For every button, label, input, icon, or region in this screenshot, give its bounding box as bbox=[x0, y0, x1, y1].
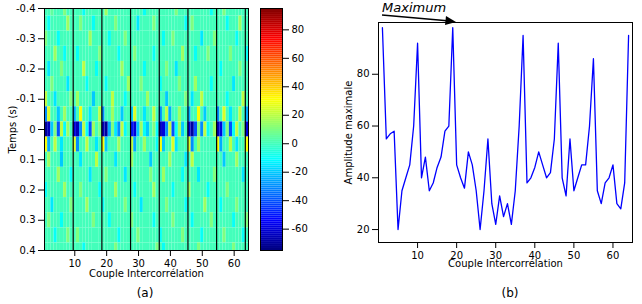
svg-text:40: 40 bbox=[164, 257, 177, 269]
svg-text:60: 60 bbox=[607, 250, 620, 261]
svg-text:20: 20 bbox=[292, 109, 305, 120]
svg-text:20: 20 bbox=[100, 257, 113, 269]
svg-text:-0.2: -0.2 bbox=[16, 63, 36, 74]
svg-text:-0.4: -0.4 bbox=[16, 3, 36, 14]
svg-text:30: 30 bbox=[489, 249, 503, 261]
svg-text:40: 40 bbox=[292, 81, 305, 92]
svg-text:Couple Intercorrélation: Couple Intercorrélation bbox=[448, 258, 563, 269]
svg-text:20: 20 bbox=[357, 224, 370, 235]
svg-text:Couple Intercorrélation: Couple Intercorrélation bbox=[89, 268, 204, 279]
html-text:(a): (a) bbox=[136, 286, 154, 300]
html-text:(b): (b) bbox=[501, 286, 519, 300]
svg-text:0.4: 0.4 bbox=[20, 245, 36, 256]
svg-text:Temps (s): Temps (s) bbox=[7, 105, 18, 154]
svg-text:40: 40 bbox=[528, 249, 542, 261]
svg-text:-40: -40 bbox=[292, 195, 308, 206]
svg-text:0.3: 0.3 bbox=[20, 214, 36, 225]
svg-text:0.2: 0.2 bbox=[20, 184, 36, 195]
svg-text:20: 20 bbox=[450, 249, 463, 261]
svg-text:60: 60 bbox=[357, 120, 370, 131]
svg-text:0: 0 bbox=[292, 138, 298, 149]
svg-text:-20: -20 bbox=[292, 166, 308, 177]
svg-text:0.1: 0.1 bbox=[20, 154, 36, 165]
svg-text:-60: -60 bbox=[292, 223, 308, 234]
svg-text:10: 10 bbox=[68, 258, 81, 269]
svg-text:60: 60 bbox=[292, 53, 305, 64]
svg-text:30: 30 bbox=[132, 257, 145, 269]
html-text:Maximum: Maximum bbox=[382, 0, 447, 15]
svg-text:-0.3: -0.3 bbox=[16, 33, 36, 44]
svg-text:80: 80 bbox=[357, 68, 370, 79]
svg-text:80: 80 bbox=[292, 24, 305, 35]
svg-text:50: 50 bbox=[568, 250, 581, 261]
svg-text:60: 60 bbox=[228, 258, 241, 269]
svg-text:-0.1: -0.1 bbox=[16, 93, 36, 104]
svg-text:Amplitude maximale: Amplitude maximale bbox=[343, 81, 354, 185]
svg-text:50: 50 bbox=[195, 257, 209, 269]
svg-text:40: 40 bbox=[357, 172, 370, 183]
svg-text:10: 10 bbox=[411, 250, 424, 261]
svg-text:0: 0 bbox=[29, 124, 35, 135]
